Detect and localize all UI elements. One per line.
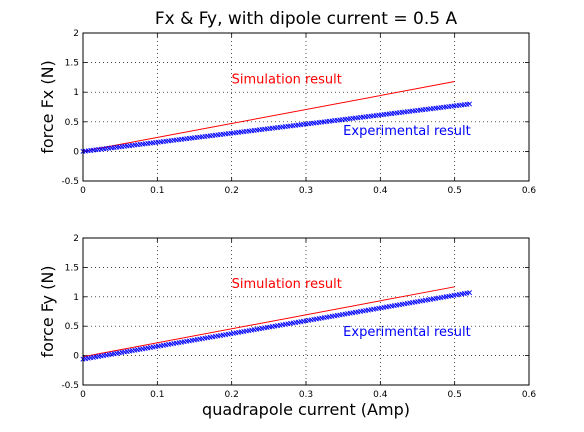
x-axis-label: quadrapole current (Amp) — [202, 400, 410, 419]
fx-subplot: 0 0.1 0.2 0.3 0.4 0.5 0.6-0.500.511.52Simulati… — [38, 9, 536, 196]
x-tick-label: 0.4 — [373, 186, 388, 196]
x-tick-label: 0.6 — [522, 186, 537, 196]
axes-frame — [82, 32, 530, 182]
simulation-series — [82, 81, 455, 152]
x-tick-label: 0.5 — [448, 390, 462, 400]
y-tick-label: 0.5 — [65, 118, 79, 128]
x-tick-label: 0.4 — [373, 390, 388, 400]
y-tick-label: 0 — [73, 352, 79, 362]
y-tick-label: -0.5 — [61, 177, 79, 187]
y-tick-label: 1 — [73, 88, 79, 98]
grid-lines — [83, 33, 529, 181]
simulation-line — [82, 81, 455, 152]
y-tick-label: 2 — [73, 234, 79, 244]
x-tick-label: 0.1 — [150, 390, 164, 400]
x-tick-label: 0.3 — [299, 390, 313, 400]
x-tick-label: 0.2 — [225, 186, 239, 196]
x-tick-label: 0 — [80, 186, 86, 196]
x-tick-label: 0.5 — [448, 186, 462, 196]
y-tick-label: 0 — [73, 147, 79, 157]
experimental-result-label: Experimental result — [343, 124, 471, 139]
y-tick-label: 2 — [73, 29, 79, 39]
y-tick-label: 1 — [73, 293, 79, 303]
simulation-result-label: Simulation result — [232, 72, 342, 87]
axes-frame — [82, 237, 530, 386]
x-tick-label: 0 — [80, 390, 86, 400]
grid-lines — [83, 238, 529, 385]
fy-subplot: 0 0.1 0.2 0.3 0.4 0.5 0.6-0.500.511.52Simulati… — [38, 234, 536, 419]
chart-title: Fx & Fy, with dipole current = 0.5 A — [155, 9, 458, 29]
x-tick-label: 0.2 — [225, 390, 239, 400]
experimental-result-label: Experimental result — [343, 325, 471, 340]
y-tick-label: 1.5 — [65, 263, 79, 273]
y-tick-label: 1.5 — [65, 59, 79, 69]
x-tick-label: 0.6 — [522, 390, 537, 400]
x-tick-label: 0.3 — [299, 186, 313, 196]
y-axis-label: force Fy (N) — [38, 265, 57, 357]
y-axis-label: force Fx (N) — [38, 60, 57, 154]
simulation-line — [82, 286, 455, 358]
x-tick-label: 0.1 — [150, 186, 164, 196]
y-tick-label: -0.5 — [61, 381, 79, 391]
simulation-result-label: Simulation result — [232, 277, 342, 292]
plot-area — [83, 33, 529, 181]
y-tick-label: 0.5 — [65, 322, 79, 332]
simulation-series — [82, 286, 455, 358]
